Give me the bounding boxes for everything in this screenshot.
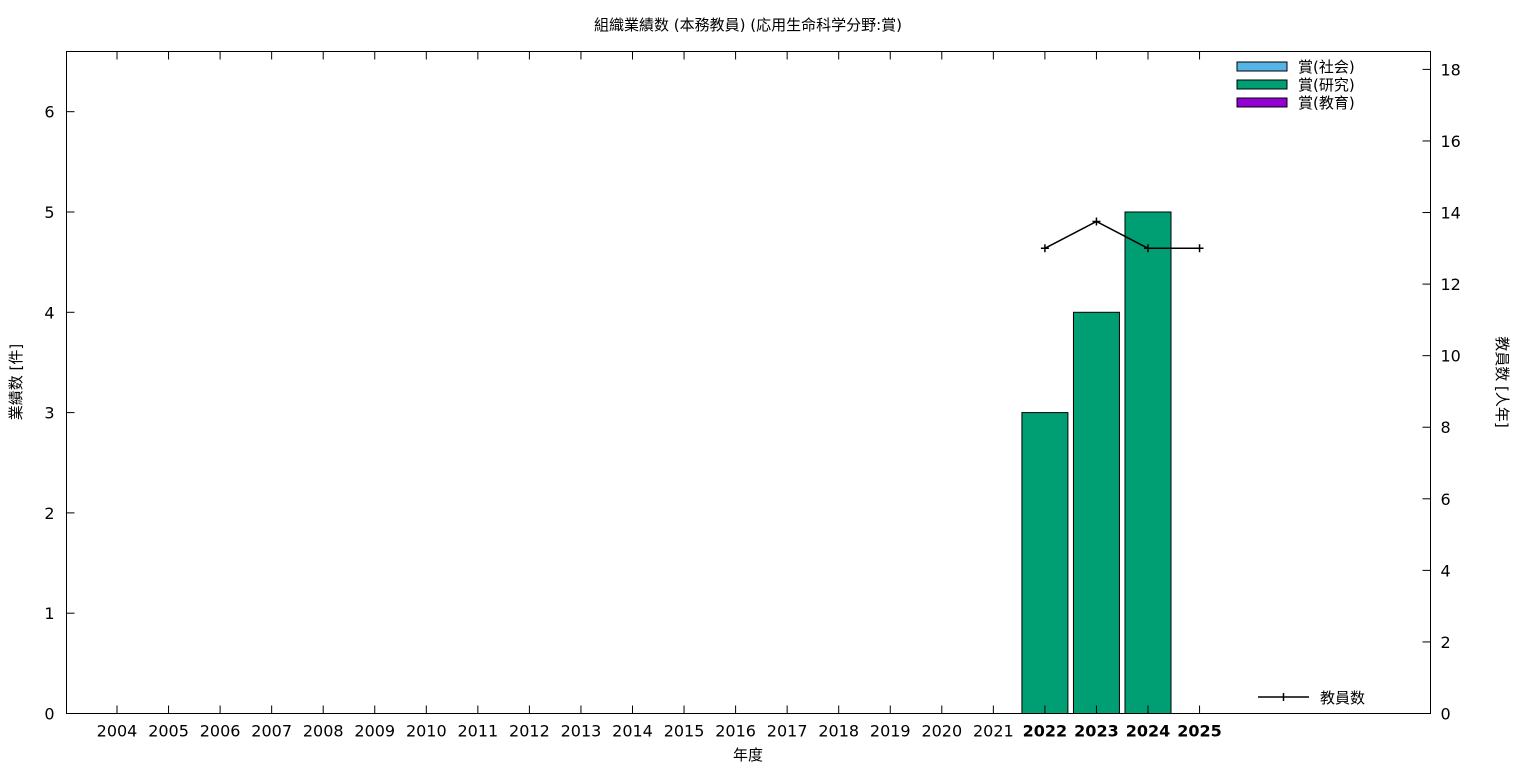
x-tick-label: 2023 xyxy=(1074,722,1119,741)
y-axis-label: 業績数 [件] xyxy=(7,344,25,420)
teacher-count-point-2022 xyxy=(1040,244,1049,253)
x-tick-label: 2004 xyxy=(97,722,138,741)
y-tick-label: 6 xyxy=(44,103,54,122)
x-tick-label: 2008 xyxy=(303,722,344,741)
x-tick-label: 2018 xyxy=(818,722,859,741)
plot-area xyxy=(66,51,1431,714)
x-tick-label: 2017 xyxy=(767,722,808,741)
y2-tick-label: 12 xyxy=(1441,275,1461,294)
x-tick-label: 2020 xyxy=(921,722,962,741)
y2-tick-label: 6 xyxy=(1441,490,1451,509)
teacher-count-line xyxy=(1044,220,1200,250)
y-tick-label: 3 xyxy=(44,404,54,423)
y2-tick-label: 0 xyxy=(1441,705,1451,724)
chart-title: 組織業績数 (本務教員) (応用生命科学分野:賞) xyxy=(594,16,902,34)
y2-axis-label: 教員数 [人年] xyxy=(1493,336,1511,427)
teacher-count-point-2023 xyxy=(1092,217,1101,226)
legend-swatch-1 xyxy=(1236,61,1288,72)
x-tick-label: 2012 xyxy=(509,722,550,741)
bar-2024 xyxy=(1124,211,1172,714)
line-layer xyxy=(1040,217,1204,253)
x-tick-label: 2014 xyxy=(612,722,653,741)
teacher-count-point-2025 xyxy=(1195,244,1204,253)
y2-tick-label: 18 xyxy=(1441,60,1461,79)
x-tick-label: 2015 xyxy=(664,722,705,741)
y-tick-label: 2 xyxy=(44,504,54,523)
y2-tick-label: 16 xyxy=(1441,132,1461,151)
x-tick-label: 2005 xyxy=(148,722,189,741)
x-tick-label: 2022 xyxy=(1023,722,1068,741)
x-tick-label: 2024 xyxy=(1126,722,1171,741)
legend-swatch-2 xyxy=(1236,79,1288,90)
y2-tick-label: 14 xyxy=(1441,204,1461,223)
y2-tick-label: 2 xyxy=(1441,633,1451,652)
y-tick-label: 1 xyxy=(44,604,54,623)
x-tick-label: 2013 xyxy=(561,722,602,741)
x-axis-label: 年度 xyxy=(733,746,763,764)
x-tick-label: 2021 xyxy=(973,722,1014,741)
legend: 賞(社会)賞(研究)賞(教育) 教員数 xyxy=(1236,58,1365,707)
y-tick-label: 0 xyxy=(44,705,54,724)
legend-label-2: 賞(研究) xyxy=(1298,76,1355,94)
y2-tick-label: 8 xyxy=(1441,418,1451,437)
x-tick-label: 2011 xyxy=(457,722,498,741)
bars-layer xyxy=(1021,211,1172,714)
bar-2022 xyxy=(1021,412,1069,714)
x-tick-label: 2009 xyxy=(354,722,395,741)
y-tick-label: 5 xyxy=(44,203,54,222)
legend-label-3: 賞(教育) xyxy=(1298,94,1355,112)
y2-tick-label: 10 xyxy=(1441,347,1461,366)
y-tick-label: 4 xyxy=(44,303,54,322)
x-tick-label: 2006 xyxy=(200,722,241,741)
legend-label-1: 賞(社会) xyxy=(1298,58,1355,76)
x-tick-label: 2019 xyxy=(870,722,911,741)
x-tick-label: 2025 xyxy=(1177,722,1222,741)
ticks-layer: 2004 2005 2006 2007 2008 2009 2010 2011 2012 2013… xyxy=(44,51,1461,741)
legend-line-label: 教員数 xyxy=(1320,689,1365,707)
x-tick-label: 2016 xyxy=(715,722,756,741)
x-tick-label: 2010 xyxy=(406,722,447,741)
x-tick-label: 2007 xyxy=(251,722,292,741)
bar-2023 xyxy=(1072,311,1120,714)
legend-swatch-3 xyxy=(1236,97,1288,108)
teacher-count-point-2024 xyxy=(1144,244,1152,253)
y2-tick-label: 4 xyxy=(1441,561,1451,580)
